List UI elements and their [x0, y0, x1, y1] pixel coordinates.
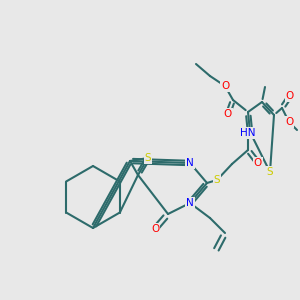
Text: O: O: [286, 91, 294, 101]
Text: HN: HN: [240, 128, 256, 138]
Text: O: O: [221, 81, 229, 91]
Text: N: N: [186, 158, 194, 168]
Text: S: S: [267, 167, 273, 177]
Text: S: S: [214, 175, 220, 185]
Text: N: N: [186, 198, 194, 208]
Text: O: O: [224, 109, 232, 119]
Text: O: O: [151, 224, 159, 234]
Text: O: O: [254, 158, 262, 168]
Text: O: O: [285, 117, 293, 127]
Text: S: S: [145, 153, 151, 163]
